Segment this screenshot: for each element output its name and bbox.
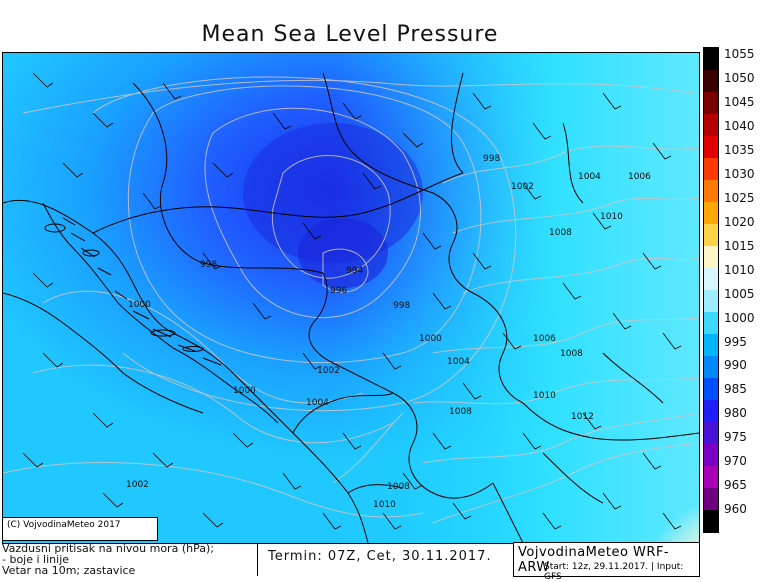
colorbar-segment: [704, 422, 718, 445]
isobar-label: 1000: [128, 300, 151, 310]
colorbar-segment: [704, 114, 718, 137]
country-borders: [3, 72, 699, 543]
footer-divider: [257, 543, 258, 576]
high-pressure-field: [463, 363, 699, 543]
isobar-label: 1008: [549, 228, 572, 238]
isobar-label: 1008: [449, 407, 472, 417]
colorbar-label: 1045: [724, 94, 755, 109]
colorbar-segment: [704, 158, 718, 181]
isobar-label: 1004: [578, 172, 601, 182]
colorbar-label: 1005: [724, 286, 755, 301]
colorbar-segment: [704, 312, 718, 335]
colorbar-label: 990: [724, 358, 747, 373]
isobar-label: 1006: [533, 334, 556, 344]
isobar-label: 1004: [306, 398, 329, 408]
isobar-label: 1010: [600, 212, 623, 222]
colorbar-label: 975: [724, 430, 747, 445]
colorbar-label: 1010: [724, 262, 755, 277]
colorbar-segment: [704, 48, 718, 71]
colorbar-segment: [704, 444, 718, 467]
isobar-label: 1002: [317, 366, 340, 376]
colorbar-segment: [704, 334, 718, 357]
colorbar-label: 970: [724, 454, 747, 469]
colorbar-segment: [704, 180, 718, 203]
isobar-label: 998: [393, 301, 410, 311]
adriatic-coastline: [42, 202, 279, 424]
legend-line: Vazdusni pritisak na nivou mora (hPa);: [2, 542, 214, 555]
colorbar-label: 1040: [724, 118, 755, 133]
isobar-label: 1004: [447, 357, 470, 367]
colorbar-label: 1055: [724, 47, 755, 61]
colorbar-segment: [704, 268, 718, 291]
isobar-label: 996: [330, 286, 347, 296]
colorbar-label: 1020: [724, 214, 755, 229]
map-title: Mean Sea Level Pressure: [201, 22, 499, 47]
pressure-map: 998 1002 1004 1006 1010 1008 998 994 996 998 1000 1…: [2, 52, 700, 544]
isobars: [3, 76, 699, 524]
isobar-label: 998: [200, 260, 217, 270]
colorbar-segment: [704, 488, 718, 511]
colorbar-segment: [704, 70, 718, 93]
colorbar-segment: [704, 246, 718, 269]
legend-line: Vetar na 10m; zastavice: [2, 564, 136, 577]
pressure-colorbar: [703, 47, 719, 533]
wind-barbs: [22, 72, 682, 530]
isobar-label: 1000: [419, 334, 442, 344]
colorbar-label: 1000: [724, 310, 755, 325]
colorbar-label: 960: [724, 502, 747, 517]
isobar-label: 1002: [511, 182, 534, 192]
isobar-label: 1012: [571, 412, 594, 422]
legend-line: - boje i linije: [2, 553, 70, 566]
colorbar-label: 1025: [724, 190, 755, 205]
colorbar-label: 995: [724, 334, 747, 349]
map-legend: Vazdusni pritisak na nivou mora (hPa); -…: [2, 543, 214, 576]
colorbar-label: 965: [724, 478, 747, 493]
colorbar-segment: [704, 510, 718, 533]
colorbar-label: 985: [724, 382, 747, 397]
copyright-notice: (C) VojvodinaMeteo 2017: [2, 517, 158, 541]
colorbar-segment: [704, 400, 718, 423]
model-info-box: VojvodinaMeteo WRF-ARW Start: 12z, 29.11…: [513, 542, 700, 582]
isobar-label: 998: [483, 154, 500, 164]
isobar-label: 1000: [233, 386, 256, 396]
contour-labels: 998 1002 1004 1006 1010 1008 998 994 996 998 1000 1…: [126, 154, 651, 510]
colorbar-label: 1030: [724, 166, 755, 181]
colorbar-segment: [704, 92, 718, 115]
colorbar-segment: [704, 378, 718, 401]
colorbar-label: 1050: [724, 70, 755, 85]
colorbar-segment: [704, 356, 718, 379]
isobar-label: 1006: [628, 172, 651, 182]
forecast-time: Termin: 07Z, Cet, 30.11.2017.: [268, 549, 492, 564]
model-start: Start: 12z, 29.11.2017. | Input: GFS: [544, 562, 684, 582]
isobar-label: 1002: [126, 480, 149, 490]
isobar-label: 994: [346, 266, 363, 276]
isobar-label: 1008: [387, 482, 410, 492]
colorbar-segment: [704, 466, 718, 489]
colorbar-label: 1015: [724, 238, 755, 253]
isobar-label: 1010: [373, 500, 396, 510]
model-name: VojvodinaMeteo WRF-ARW: [518, 545, 670, 575]
colorbar-segment: [704, 224, 718, 247]
colorbar-segment: [704, 202, 718, 225]
colorbar-segment: [704, 136, 718, 159]
isobar-label: 1008: [560, 349, 583, 359]
colorbar-label: 980: [724, 406, 747, 421]
colorbar-segment: [704, 290, 718, 313]
colorbar-label: 1035: [724, 142, 755, 157]
isobar-label: 1010: [533, 391, 556, 401]
